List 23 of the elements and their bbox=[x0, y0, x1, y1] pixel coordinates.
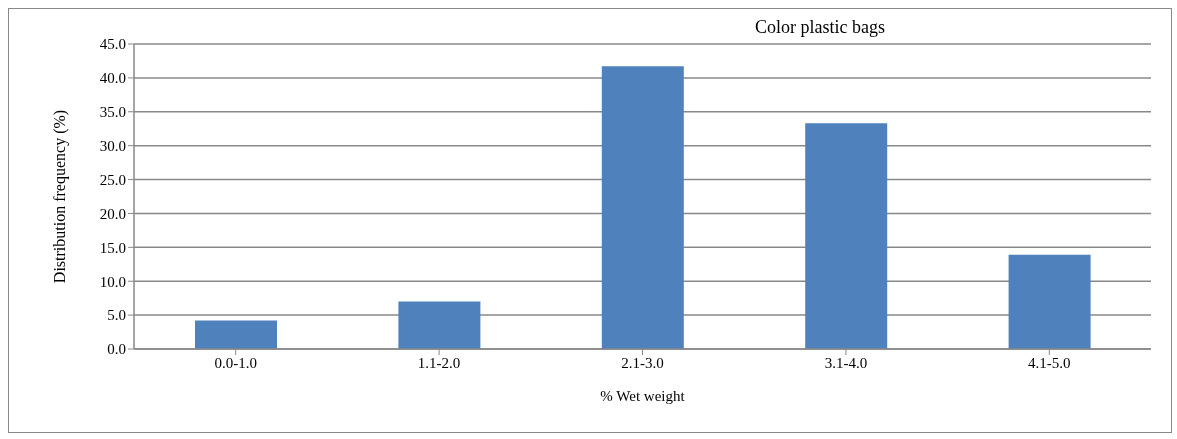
bar bbox=[601, 66, 684, 349]
bar bbox=[805, 123, 888, 349]
y-tick-label: 45.0 bbox=[99, 36, 126, 53]
y-axis-title: Distribution frequency (%) bbox=[50, 109, 69, 284]
y-tick-label: 25.0 bbox=[99, 171, 126, 188]
y-tick-label: 10.0 bbox=[99, 273, 126, 290]
y-tick-label: 15.0 bbox=[99, 239, 126, 256]
x-tick-label: 1.1-2.0 bbox=[417, 354, 461, 371]
bar bbox=[1008, 254, 1091, 349]
bar bbox=[195, 320, 277, 349]
x-tick-label: 4.1-5.0 bbox=[1028, 354, 1071, 371]
y-tick-label: 5.0 bbox=[107, 307, 126, 324]
x-tick-label: 0.0-1.0 bbox=[214, 354, 257, 371]
chart-title: Color plastic bags bbox=[755, 17, 885, 37]
bar bbox=[398, 301, 481, 349]
y-tick-label: 0.0 bbox=[107, 341, 126, 358]
y-tick-label: 35.0 bbox=[99, 104, 126, 121]
x-tick-label: 3.1-4.0 bbox=[824, 354, 868, 371]
y-tick-label: 20.0 bbox=[99, 205, 126, 222]
y-tick-label: 40.0 bbox=[99, 70, 126, 87]
x-tick-label: 2.1-3.0 bbox=[621, 354, 664, 371]
x-axis-title: % Wet weight bbox=[600, 388, 686, 404]
y-tick-label: 30.0 bbox=[99, 137, 126, 154]
